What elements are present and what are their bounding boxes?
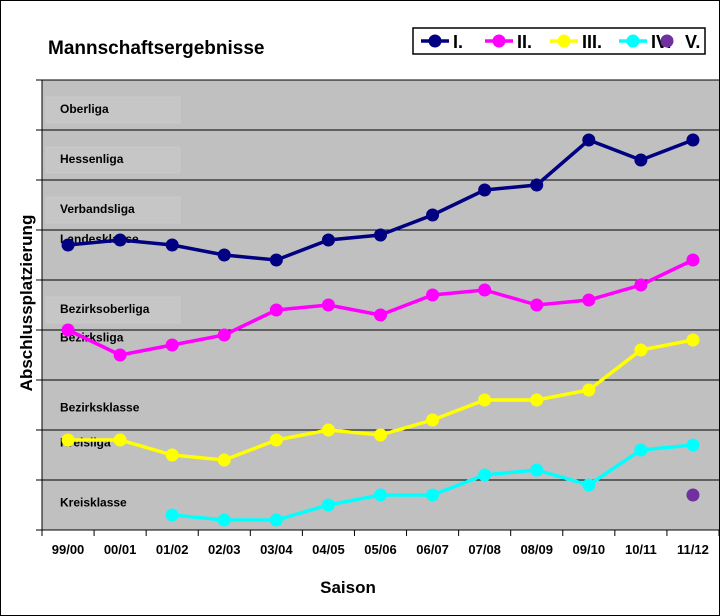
legend-label: III. — [582, 32, 602, 52]
data-point — [217, 513, 231, 527]
x-tick-label: 11/12 — [677, 542, 709, 557]
data-point — [686, 438, 700, 452]
x-tick-label: 00/01 — [104, 542, 137, 557]
data-point — [165, 508, 179, 522]
league-label-box — [45, 96, 181, 124]
series-IV. — [165, 438, 700, 527]
legend-marker — [492, 34, 506, 48]
data-point — [113, 348, 127, 362]
data-point — [113, 433, 127, 447]
data-point — [61, 238, 75, 252]
data-point — [217, 453, 231, 467]
data-point — [217, 328, 231, 342]
x-tick-label: 10/11 — [625, 542, 657, 557]
league-label: Bezirksoberliga — [60, 302, 150, 316]
data-point — [478, 183, 492, 197]
x-axis-title: Saison — [320, 578, 376, 597]
data-point — [165, 338, 179, 352]
series-III. — [61, 333, 700, 467]
legend-marker — [660, 34, 674, 48]
x-tick-label: 09/10 — [573, 542, 606, 557]
legend-marker — [626, 34, 640, 48]
data-point — [582, 293, 596, 307]
data-point — [686, 488, 700, 502]
series-I. — [61, 133, 700, 267]
data-point — [686, 333, 700, 347]
legend-label: V. — [685, 32, 700, 52]
data-point — [634, 443, 648, 457]
data-point — [686, 133, 700, 147]
legend-label: II. — [517, 32, 532, 52]
data-point — [478, 283, 492, 297]
data-point — [321, 298, 335, 312]
league-label: Bezirksklasse — [60, 401, 140, 415]
data-point — [321, 498, 335, 512]
league-label-box — [45, 296, 181, 324]
data-point — [582, 133, 596, 147]
data-point — [530, 463, 544, 477]
chart-title: Mannschaftsergebnisse — [48, 38, 264, 59]
data-point — [269, 303, 283, 317]
league-label: Kreisklasse — [60, 496, 127, 510]
x-tick-label: 02/03 — [208, 542, 241, 557]
data-point — [686, 253, 700, 267]
data-point — [374, 428, 387, 442]
league-label-box — [45, 196, 181, 224]
league-label: Hessenliga — [60, 152, 124, 166]
data-point — [374, 308, 387, 322]
data-point — [269, 513, 283, 527]
x-tick-label: 07/08 — [468, 542, 501, 557]
x-tick-label: 06/07 — [416, 542, 449, 557]
x-tick-label: 05/06 — [364, 542, 397, 557]
data-point — [426, 288, 440, 302]
x-tick-label: 99/00 — [52, 542, 85, 557]
data-point — [582, 478, 596, 492]
y-axis-title: Abschlussplatzierung — [17, 215, 36, 392]
legend-label: I. — [453, 32, 463, 52]
league-label: Verbandsliga — [60, 202, 135, 216]
league-label-box — [45, 146, 181, 174]
data-point — [582, 383, 596, 397]
data-point — [634, 153, 648, 167]
league-label: Oberliga — [60, 102, 109, 116]
data-point — [374, 228, 387, 242]
legend: I.II.III.IV.V. — [412, 27, 706, 55]
data-point — [321, 423, 335, 437]
data-point — [374, 488, 387, 502]
data-point — [634, 278, 648, 292]
data-point — [530, 393, 544, 407]
data-point — [113, 233, 127, 247]
x-tick-label: 01/02 — [156, 542, 189, 557]
data-point — [478, 393, 492, 407]
data-point — [269, 433, 283, 447]
data-point — [530, 178, 544, 192]
x-tick-label: 03/04 — [260, 542, 293, 557]
x-tick-label: 08/09 — [520, 542, 553, 557]
data-point — [61, 433, 75, 447]
legend-marker — [557, 34, 571, 48]
x-tick-labels: 99/00 00/01 01/02 02/03 03/04 04/05 05/06 06/07… — [52, 542, 709, 557]
series-II. — [61, 253, 700, 362]
series-V. — [686, 488, 700, 502]
data-point — [426, 488, 440, 502]
data-point — [426, 413, 440, 427]
data-point — [321, 233, 335, 247]
plot-area: KreisklasseKreisligaBezirksklasseBezirks… — [36, 79, 719, 536]
data-point — [634, 343, 648, 357]
data-point — [217, 248, 231, 262]
data-point — [165, 448, 179, 462]
data-point — [426, 208, 440, 222]
data-point — [530, 298, 544, 312]
data-point — [478, 468, 492, 482]
data-point — [61, 323, 75, 337]
x-tick-label: 04/05 — [312, 542, 345, 557]
data-point — [269, 253, 283, 267]
data-point — [165, 238, 179, 252]
legend-marker — [428, 34, 442, 48]
